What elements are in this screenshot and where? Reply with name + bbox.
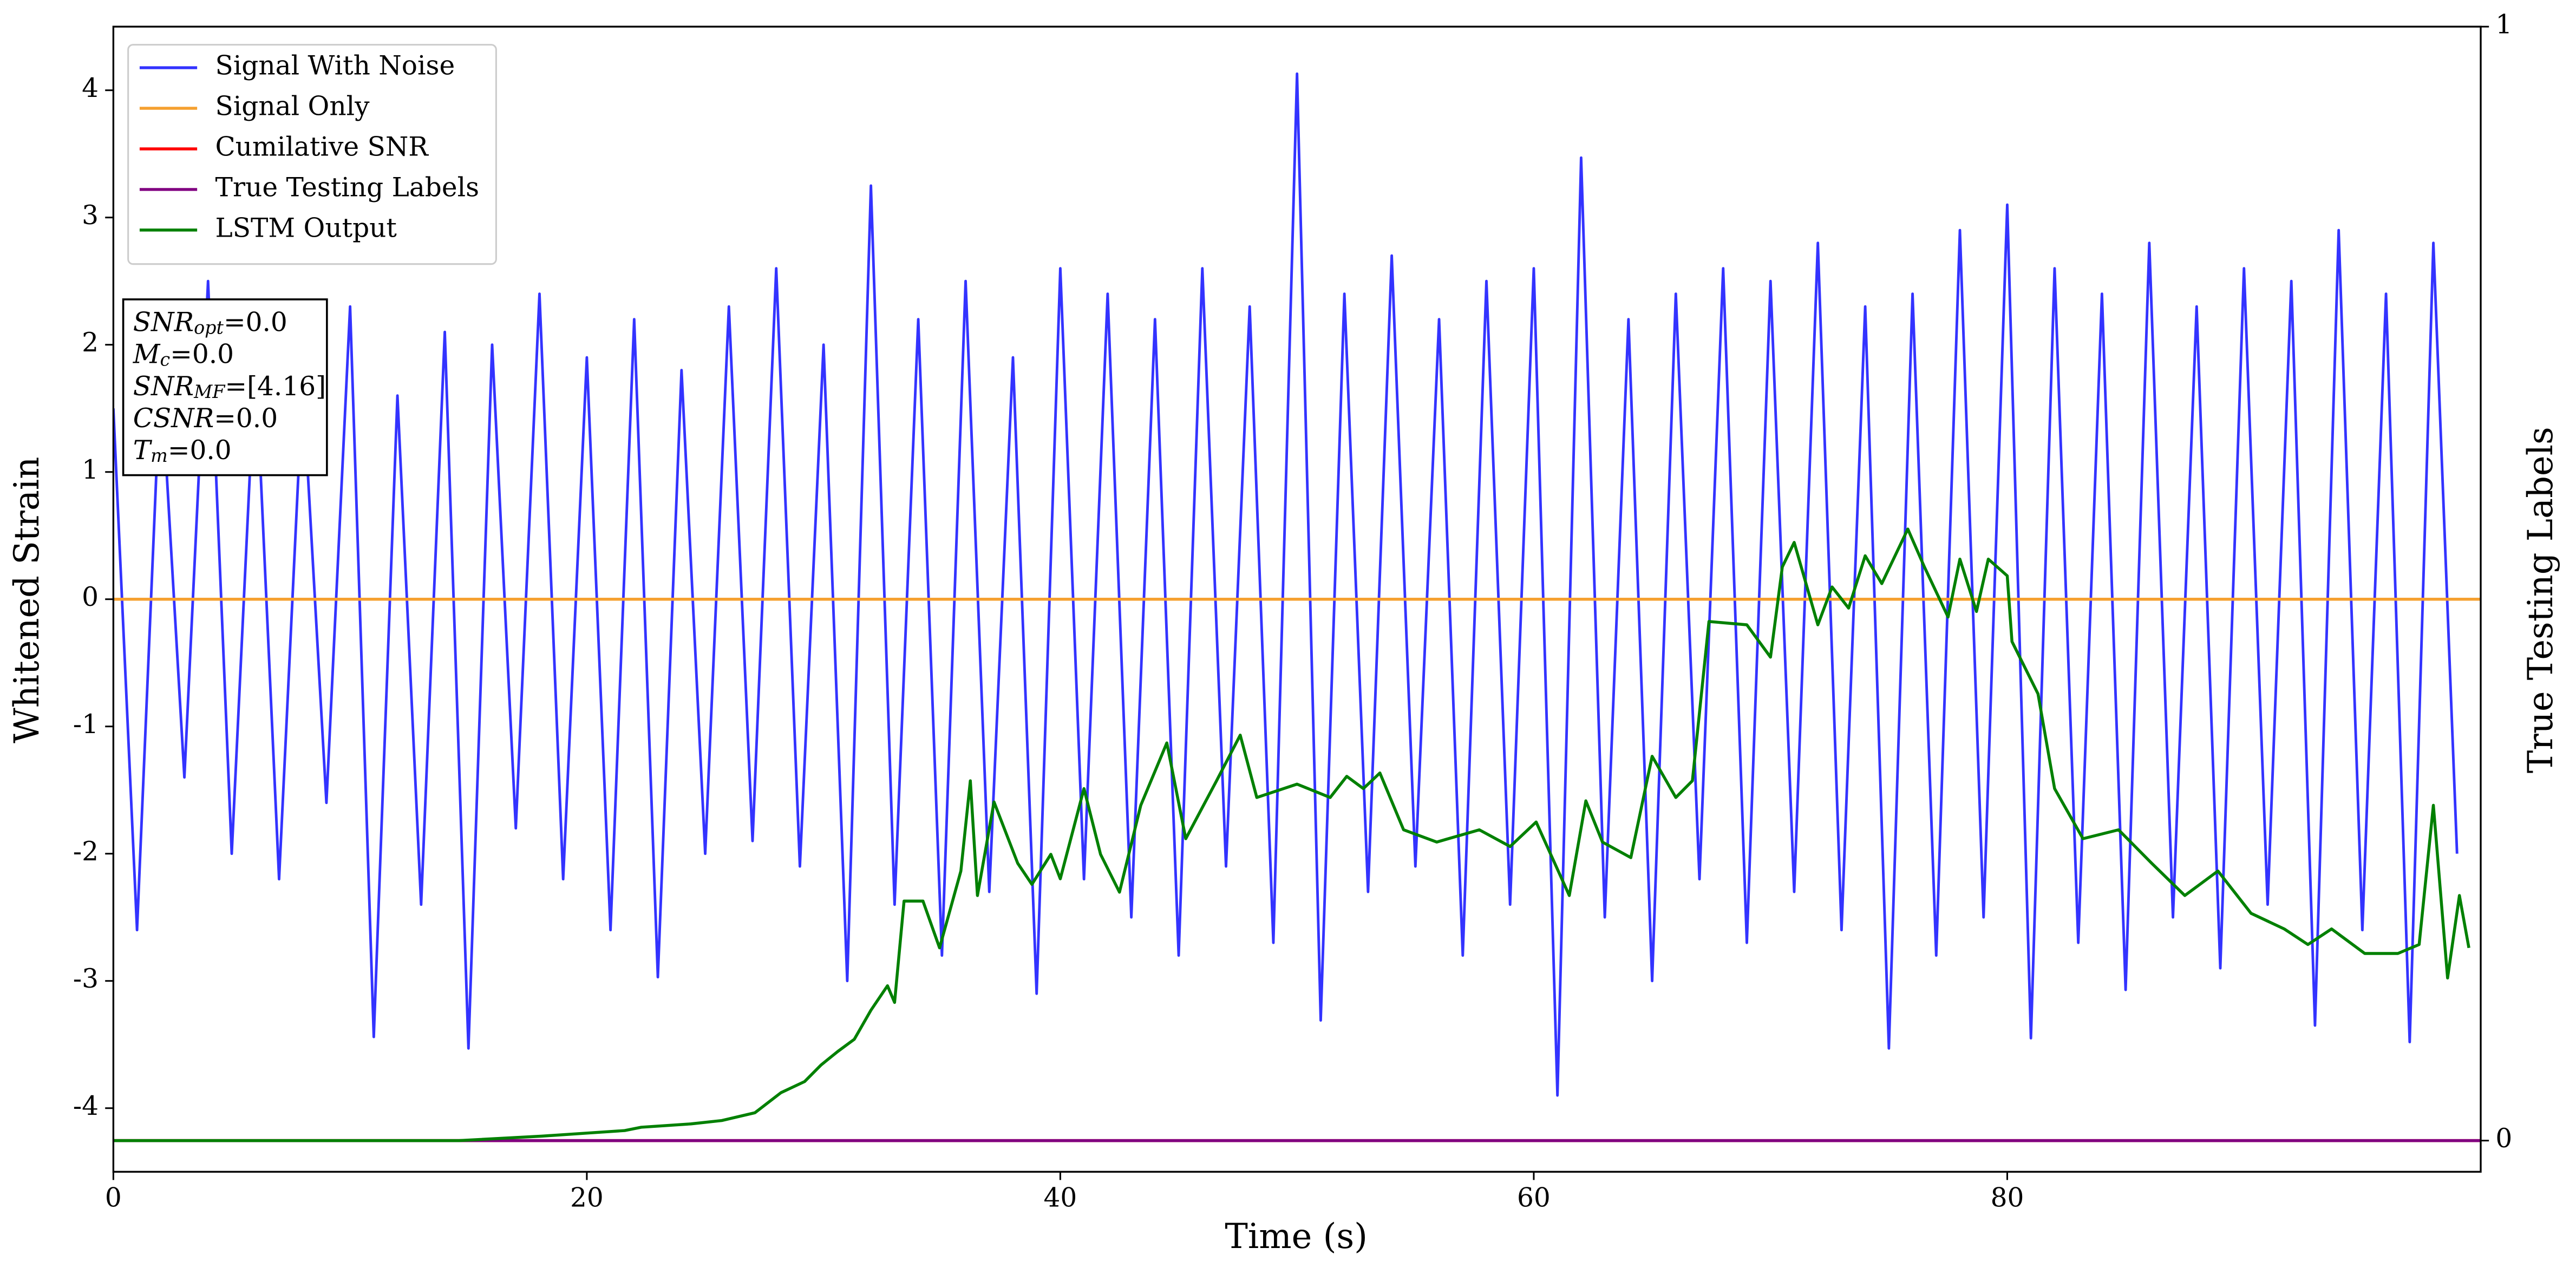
y-tick-label: -1 <box>73 709 99 740</box>
annotation: CSNR=0.0 <box>133 403 278 433</box>
y-tick-label: 0 <box>82 582 99 612</box>
plot-frame <box>112 25 2482 1173</box>
annotation-sub: opt <box>194 317 224 338</box>
y-tick-label: 3 <box>82 200 99 231</box>
y-tick-label: 2 <box>82 328 99 358</box>
series-line <box>113 527 2470 1142</box>
y-tick-label: 1 <box>82 455 99 485</box>
annotation-frame <box>122 298 328 476</box>
annotation-name: SNR <box>133 307 194 337</box>
annotation-text: =0.0 <box>168 435 232 466</box>
y-tick-label: -2 <box>73 837 99 867</box>
y2-tick-label: 0 <box>2495 1123 2512 1154</box>
legend-label: LSTM Output <box>215 213 397 243</box>
annotation-name: CSNR <box>133 403 214 433</box>
annotation-text: =[4.16] <box>225 371 326 401</box>
y-axis-label: Whitened Strain <box>7 457 47 743</box>
legend: Signal With Noise Signal Only Cumilative S… <box>127 44 497 265</box>
annotation-sub: m <box>151 445 168 466</box>
legend-label: True Testing Labels <box>215 172 480 202</box>
x-tick-label: 0 <box>105 1182 122 1213</box>
annotation: Tm=0.0 <box>133 435 232 467</box>
annotation-name: T <box>133 435 153 466</box>
annotation-sub: MF <box>193 381 226 402</box>
legend-label: Signal Only <box>215 92 370 122</box>
x-axis-label: Time (s) <box>1225 1217 1368 1257</box>
series-line <box>113 72 2459 1097</box>
annotation-text: =0.0 <box>214 403 278 433</box>
legend-box <box>127 44 497 265</box>
y2-axis-label: True Testing Labels <box>2521 427 2561 773</box>
annotation: SNRopt=0.0 <box>133 307 287 338</box>
x-tick-label: 80 <box>1991 1182 2024 1213</box>
y-tick-label: -3 <box>73 964 99 994</box>
annotation-text: =0.0 <box>224 307 287 337</box>
y-tick-label: -4 <box>73 1091 99 1121</box>
annotation-sub: c <box>160 349 171 370</box>
annotation-text: =0.0 <box>170 339 234 369</box>
annotation: Mc=0.0 <box>133 339 234 370</box>
annotation-name: SNR <box>133 371 194 401</box>
y-tick-label: 4 <box>82 73 99 103</box>
annotation-name: M <box>133 339 161 369</box>
x-tick-label: 60 <box>1517 1182 1551 1213</box>
x-tick-label: 20 <box>570 1182 604 1213</box>
annotation-box: SNRopt=0.0Mc=0.0SNRMF=[4.16]CSNR=0.0Tm=0… <box>122 298 328 476</box>
x-tick-label: 40 <box>1044 1182 1077 1213</box>
legend-label: Signal With Noise <box>215 51 455 81</box>
annotation: SNRMF=[4.16] <box>133 371 326 402</box>
legend-label: Cumilative SNR <box>215 132 429 162</box>
y2-tick-label: 1 <box>2495 10 2512 40</box>
